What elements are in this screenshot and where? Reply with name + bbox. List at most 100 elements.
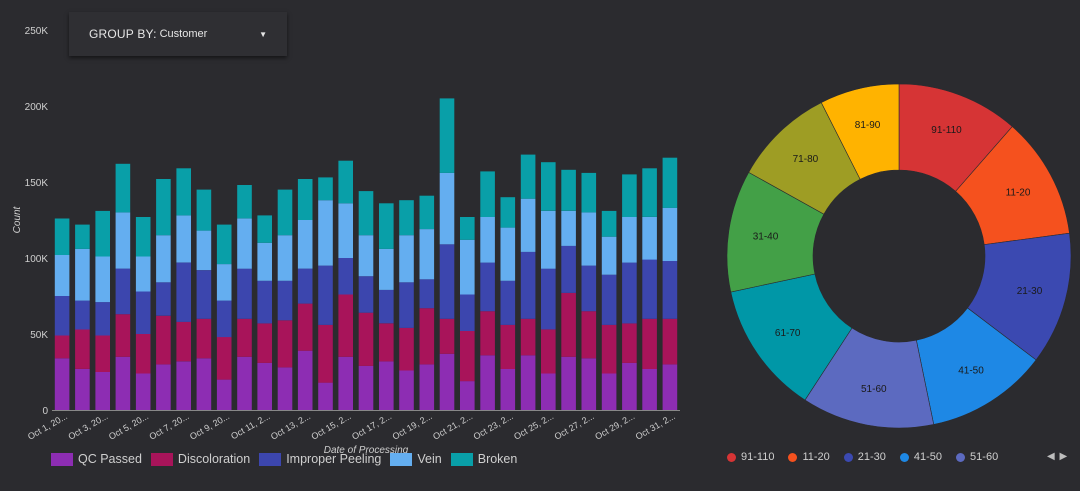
bar-segment[interactable] [500, 324, 516, 369]
bar-segment[interactable] [115, 356, 131, 410]
bar-segment[interactable] [561, 245, 576, 293]
bar-segment[interactable] [541, 210, 556, 269]
bar-segment[interactable] [75, 300, 90, 330]
bar-segment[interactable] [277, 367, 293, 410]
bar-segment[interactable] [399, 235, 414, 283]
bar-segment[interactable] [297, 179, 313, 220]
bar-segment[interactable] [358, 191, 374, 236]
bar-segment[interactable] [379, 361, 394, 410]
bar-segment[interactable] [622, 262, 637, 324]
bar-segment[interactable] [75, 329, 90, 369]
bar-segment[interactable] [135, 291, 151, 334]
bar-segment[interactable] [135, 256, 151, 292]
bar-segment[interactable] [318, 382, 333, 410]
bar-segment[interactable] [277, 280, 293, 321]
bar-segment[interactable] [460, 294, 475, 332]
bar-segment[interactable] [297, 303, 313, 351]
bar-segment[interactable] [379, 248, 394, 290]
legend-item-41-50[interactable]: 41-50 [899, 451, 942, 463]
bar-segment[interactable] [196, 318, 212, 359]
bar-segment[interactable] [460, 217, 475, 240]
bar-segment[interactable] [561, 210, 576, 246]
bar-segment[interactable] [318, 177, 333, 201]
bar-segment[interactable] [277, 189, 293, 236]
bar-segment[interactable] [257, 280, 272, 324]
bar-segment[interactable] [520, 251, 536, 319]
bar-segment[interactable] [561, 356, 576, 410]
bar-segment[interactable] [541, 162, 556, 211]
bar-segment[interactable] [196, 189, 212, 231]
bar-segment[interactable] [257, 323, 272, 363]
chevron-left-icon[interactable]: ◀ [1047, 451, 1056, 462]
bar-segment[interactable] [176, 215, 191, 263]
bar-segment[interactable] [379, 203, 394, 249]
bar-segment[interactable] [419, 195, 435, 230]
bar-segment[interactable] [419, 279, 435, 309]
bar-segment[interactable] [237, 356, 252, 410]
bar-segment[interactable] [318, 200, 333, 266]
bar-segment[interactable] [95, 335, 110, 373]
bar-segment[interactable] [520, 198, 536, 252]
bar-segment[interactable] [358, 312, 374, 366]
bar-segment[interactable] [480, 311, 495, 356]
bar-segment[interactable] [500, 280, 516, 325]
bar-segment[interactable] [156, 315, 171, 365]
bar-segment[interactable] [520, 154, 536, 199]
bar-segment[interactable] [662, 318, 678, 365]
bar-segment[interactable] [216, 379, 232, 410]
bar-segment[interactable] [176, 168, 191, 216]
bar-segment[interactable] [439, 172, 455, 245]
bar-segment[interactable] [419, 308, 435, 365]
bar-segment[interactable] [297, 268, 313, 304]
bar-segment[interactable] [662, 261, 678, 319]
bar-segment[interactable] [196, 358, 212, 410]
bar-segment[interactable] [115, 314, 131, 357]
bar-segment[interactable] [54, 255, 70, 296]
bar-segment[interactable] [176, 321, 191, 362]
bar-segment[interactable] [358, 235, 374, 277]
bar-segment[interactable] [358, 365, 374, 410]
bar-segment[interactable] [135, 217, 151, 257]
bar-segment[interactable] [642, 318, 657, 369]
bar-segment[interactable] [54, 296, 70, 336]
bar-segment[interactable] [662, 364, 678, 410]
bar-segment[interactable] [277, 320, 293, 368]
legend-item-51-60[interactable]: 51-60 [956, 451, 998, 463]
bar-segment[interactable] [379, 323, 394, 362]
bar-segment[interactable] [115, 212, 131, 269]
bar-segment[interactable] [520, 355, 536, 410]
bar-segment[interactable] [338, 258, 353, 295]
bar-segment[interactable] [419, 364, 435, 410]
bar-segment[interactable] [439, 353, 455, 410]
bar-segment[interactable] [581, 265, 597, 312]
bar-segment[interactable] [338, 160, 353, 204]
bar-segment[interactable] [318, 265, 333, 325]
bar-segment[interactable] [176, 262, 191, 322]
bar-segment[interactable] [196, 270, 212, 319]
legend-item-broken[interactable]: Broken [450, 452, 517, 466]
bar-segment[interactable] [156, 179, 171, 236]
bar-segment[interactable] [399, 282, 414, 328]
bar-segment[interactable] [581, 358, 597, 410]
bar-segment[interactable] [257, 242, 272, 281]
legend-item-21-30[interactable]: 21-30 [843, 451, 886, 463]
chevron-right-icon[interactable]: ▶ [1059, 451, 1069, 462]
bar-segment[interactable] [54, 358, 70, 410]
bar-segment[interactable] [257, 362, 272, 410]
bar-segment[interactable] [480, 217, 495, 263]
group-by-dropdown[interactable]: GROUP BY: Customer ▼ [69, 12, 287, 56]
bar-segment[interactable] [338, 356, 353, 410]
bar-segment[interactable] [196, 230, 212, 271]
bar-segment[interactable] [601, 236, 617, 275]
bar-segment[interactable] [581, 311, 597, 359]
legend-item-91-110[interactable]: 91-110 [727, 451, 774, 463]
bar-segment[interactable] [95, 256, 110, 303]
bar-segment[interactable] [95, 302, 110, 336]
bar-segment[interactable] [439, 98, 455, 173]
bar-segment[interactable] [662, 157, 678, 208]
bar-segment[interactable] [216, 224, 232, 265]
bar-segment[interactable] [541, 268, 556, 330]
bar-segment[interactable] [297, 220, 313, 269]
bar-segment[interactable] [115, 163, 131, 213]
bar-segment[interactable] [622, 174, 637, 217]
